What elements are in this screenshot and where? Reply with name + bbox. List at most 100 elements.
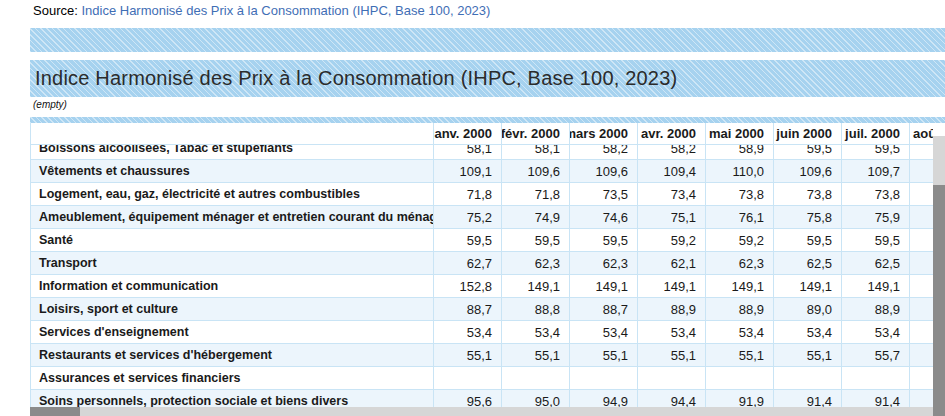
table-row: Restaurants et services d'hébergement55,… — [31, 344, 933, 367]
data-cell: 110,0 — [706, 160, 774, 183]
table-row: Assurances et services financiers — [31, 367, 933, 390]
horizontal-scrollbar-thumb[interactable] — [30, 407, 80, 416]
data-cell: 55,1 — [434, 344, 502, 367]
data-cell: 149,1 — [502, 275, 570, 298]
data-cell: 55,7 — [842, 344, 910, 367]
source-link[interactable]: Indice Harmonisé des Prix à la Consommat… — [81, 3, 490, 18]
empty-note: (empty) — [33, 99, 67, 110]
data-cell: 59,5 — [842, 229, 910, 252]
data-cell: 73,8 — [706, 183, 774, 206]
data-cell: 62,3 — [570, 252, 638, 275]
data-cell — [570, 367, 638, 390]
data-cell: 59,5 — [434, 229, 502, 252]
table-body: Boissons alcoolisées, Tabac et stupéfian… — [31, 137, 933, 407]
data-cell — [910, 275, 933, 298]
data-cell: 149,1 — [774, 275, 842, 298]
top-banner — [30, 28, 945, 52]
data-cell: 59,5 — [570, 229, 638, 252]
data-cell: 59,2 — [706, 229, 774, 252]
data-cell: 55,1 — [638, 344, 706, 367]
data-cell: 59,5 — [502, 229, 570, 252]
data-cell: 71,8 — [502, 183, 570, 206]
data-cell — [910, 183, 933, 206]
data-cell: 109,4 — [638, 160, 706, 183]
data-cell: 55,1 — [502, 344, 570, 367]
data-cell — [910, 229, 933, 252]
table-row: Transport62,762,362,362,162,362,562,5 — [31, 252, 933, 275]
data-cell — [774, 367, 842, 390]
data-cell: 62,5 — [774, 252, 842, 275]
source-label: Source: — [33, 3, 78, 18]
data-cell: 53,4 — [706, 321, 774, 344]
row-label: Transport — [31, 252, 434, 275]
data-cell: 152,8 — [434, 275, 502, 298]
data-cell: 53,4 — [774, 321, 842, 344]
data-cell: 95,6 — [434, 390, 502, 407]
column-header: mai 2000 — [706, 123, 774, 145]
table-row: Santé59,559,559,559,259,259,559,5 — [31, 229, 933, 252]
data-cell — [910, 344, 933, 367]
row-label: Vêtements et chaussures — [31, 160, 434, 183]
row-label: Santé — [31, 229, 434, 252]
data-cell: 149,1 — [638, 275, 706, 298]
data-cell — [910, 206, 933, 229]
data-cell: 88,8 — [502, 298, 570, 321]
data-cell: 75,1 — [638, 206, 706, 229]
data-cell: 88,9 — [706, 298, 774, 321]
data-cell: 95,0 — [502, 390, 570, 407]
row-label: Logement, eau, gaz, électricité et autre… — [31, 183, 434, 206]
table-row: Loisirs, sport et culture88,788,888,788,… — [31, 298, 933, 321]
data-cell: 73,8 — [774, 183, 842, 206]
data-cell: 91,9 — [706, 390, 774, 407]
data-table: Boissons alcoolisées, Tabac et stupéfian… — [30, 123, 933, 407]
data-cell: 91,4 — [774, 390, 842, 407]
table-row: Ameublement, équipement ménager et entre… — [31, 206, 933, 229]
data-cell: 89,0 — [774, 298, 842, 321]
data-cell: 149,1 — [706, 275, 774, 298]
data-cell: 75,8 — [774, 206, 842, 229]
data-cell: 62,1 — [638, 252, 706, 275]
table-row: Soins personnels, protection sociale et … — [31, 390, 933, 407]
data-cell: 62,5 — [842, 252, 910, 275]
data-cell: 73,8 — [842, 183, 910, 206]
data-cell — [910, 252, 933, 275]
data-cell: 88,9 — [638, 298, 706, 321]
data-cell: 149,1 — [842, 275, 910, 298]
page-title: Indice Harmonisé des Prix à la Consommat… — [30, 67, 677, 90]
data-cell — [910, 160, 933, 183]
data-cell: 53,4 — [502, 321, 570, 344]
data-cell — [910, 321, 933, 344]
data-cell: 75,2 — [434, 206, 502, 229]
data-cell: 55,1 — [570, 344, 638, 367]
vertical-scrollbar[interactable] — [933, 136, 945, 416]
row-label: Soins personnels, protection sociale et … — [31, 390, 434, 407]
vertical-scrollbar-thumb[interactable] — [933, 185, 945, 416]
column-header: févr. 2000 — [502, 123, 570, 145]
source-line: Source: Indice Harmonisé des Prix à la C… — [33, 3, 490, 18]
data-cell — [910, 298, 933, 321]
column-header: août — [910, 123, 933, 145]
column-header: mars 2000 — [570, 123, 638, 145]
data-cell — [434, 367, 502, 390]
data-cell: 88,7 — [434, 298, 502, 321]
data-cell: 59,2 — [638, 229, 706, 252]
data-cell — [502, 367, 570, 390]
data-cell: 94,9 — [570, 390, 638, 407]
data-cell: 53,4 — [842, 321, 910, 344]
row-label: Information et communication — [31, 275, 434, 298]
header-row: janv. 2000févr. 2000mars 2000avr. 2000ma… — [31, 123, 933, 145]
data-cell: 62,3 — [706, 252, 774, 275]
data-cell: 53,4 — [570, 321, 638, 344]
data-cell: 74,6 — [570, 206, 638, 229]
data-cell — [706, 367, 774, 390]
data-cell: 109,6 — [502, 160, 570, 183]
row-label: Assurances et services financiers — [31, 367, 434, 390]
horizontal-scrollbar[interactable] — [30, 407, 933, 416]
data-cell: 53,4 — [638, 321, 706, 344]
data-cell: 76,1 — [706, 206, 774, 229]
data-cell: 73,4 — [638, 183, 706, 206]
table-row: Services d'enseignement53,453,453,453,45… — [31, 321, 933, 344]
title-banner: Indice Harmonisé des Prix à la Consommat… — [30, 60, 945, 97]
data-cell: 74,9 — [502, 206, 570, 229]
data-cell — [638, 367, 706, 390]
